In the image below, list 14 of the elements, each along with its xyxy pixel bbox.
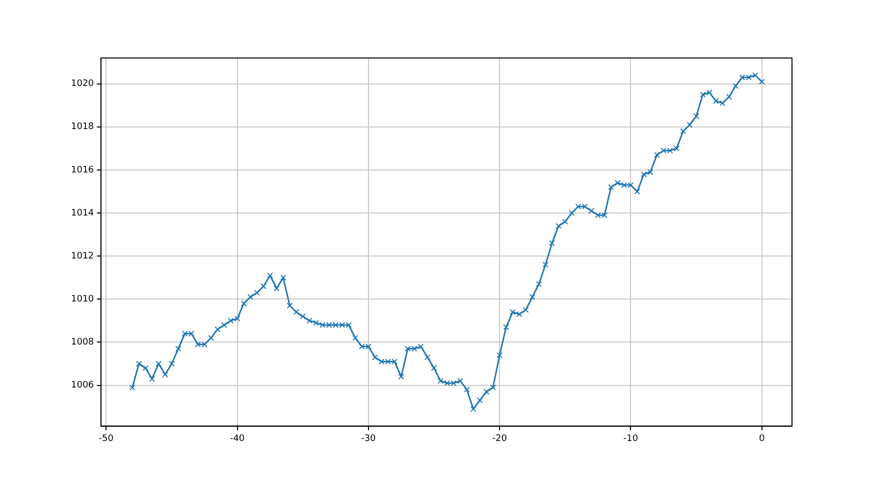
x-tick-label: -20 xyxy=(492,434,508,444)
y-tick-label: 1020 xyxy=(71,79,94,90)
y-tick-label: 1008 xyxy=(71,338,94,348)
y-tick-label: 1018 xyxy=(71,122,94,132)
y-tick-label: 1006 xyxy=(71,380,94,391)
x-tick-label: -10 xyxy=(623,434,638,444)
y-tick-label: 1016 xyxy=(71,165,94,176)
y-tick-label: 1014 xyxy=(71,208,94,218)
x-tick-label: -30 xyxy=(361,434,376,444)
y-tick-label: 1012 xyxy=(71,251,94,262)
x-tick-label: -50 xyxy=(98,434,114,444)
x-tick-label: 0 xyxy=(758,434,765,444)
x-tick-label: -40 xyxy=(230,434,245,444)
y-tick-label: 1010 xyxy=(71,294,94,305)
